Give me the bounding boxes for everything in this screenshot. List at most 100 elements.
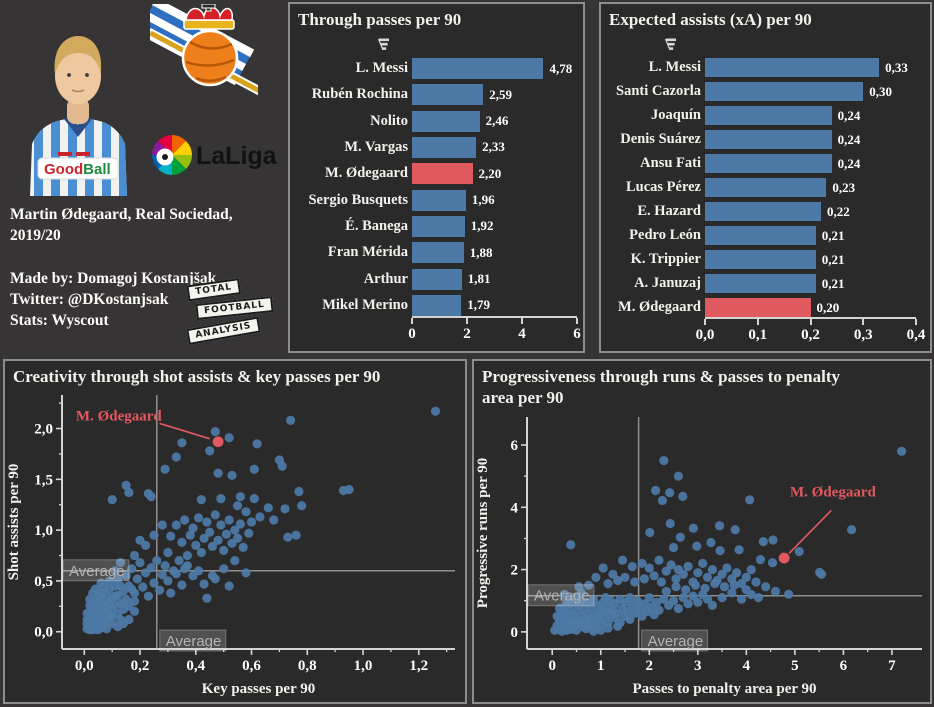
scatter-point[interactable] [249,464,259,474]
scatter-point[interactable] [668,596,679,606]
bar[interactable] [705,298,811,317]
scatter-point[interactable] [129,606,140,616]
scatter-point[interactable] [241,507,251,517]
bar[interactable] [705,58,880,77]
scatter-point[interactable] [171,452,181,462]
scatter-point[interactable] [166,531,176,541]
bar[interactable] [412,136,477,158]
scatter-point[interactable] [717,593,727,603]
scatter-point[interactable] [244,528,254,538]
scatter-point[interactable] [238,542,248,552]
scatter-point[interactable] [734,545,744,555]
scatter-point[interactable] [673,471,683,481]
scatter-point[interactable] [683,561,693,572]
scatter-point[interactable] [817,569,827,579]
scatter-point[interactable] [668,542,679,553]
scatter-point[interactable] [644,593,654,603]
scatter-point[interactable] [753,593,764,603]
scatter-point[interactable] [692,541,702,551]
scatter-point[interactable] [297,501,307,511]
scatter-point[interactable] [767,558,778,568]
scatter-point[interactable] [678,569,688,579]
scatter-point[interactable] [233,501,243,511]
scatter-point[interactable] [104,576,114,586]
bar[interactable] [412,58,544,79]
scatter-point[interactable] [651,485,661,496]
scatter-point[interactable] [113,574,123,584]
scatter-point[interactable] [758,537,768,547]
scatter-point[interactable] [693,597,703,607]
bar[interactable] [412,110,480,132]
scatter-point[interactable] [213,535,223,545]
scatter-point[interactable] [283,532,293,542]
scatter-point[interactable] [745,495,755,505]
scatter-point[interactable] [588,626,599,636]
scatter-point[interactable] [700,583,710,593]
scatter-point[interactable] [608,569,618,579]
scatter-point[interactable] [182,561,192,571]
scatter-point[interactable] [286,415,296,425]
scatter-point[interactable] [171,569,181,579]
scatter-point[interactable] [671,574,681,584]
highlighted-scatter-point[interactable] [212,436,224,448]
scatter-point[interactable] [729,580,739,590]
scatter-point[interactable] [751,577,761,587]
scatter-point[interactable] [581,624,591,634]
bar[interactable] [705,154,832,173]
scatter-point[interactable] [897,446,907,456]
scatter-point[interactable] [654,605,664,615]
scatter-point[interactable] [681,585,691,595]
scatter-point[interactable] [280,504,290,514]
scatter-point[interactable] [107,495,117,505]
scatter-point[interactable] [678,593,688,603]
scatter-point[interactable] [207,541,218,551]
scatter-point[interactable] [221,529,231,539]
scatter-point[interactable] [219,564,229,574]
scatter-point[interactable] [625,593,635,603]
scatter-point[interactable] [90,602,100,612]
scatter-point[interactable] [430,406,441,416]
scatter-point[interactable] [569,593,579,603]
scatter-point[interactable] [127,564,137,574]
scatter-point[interactable] [598,563,608,573]
scatter-point[interactable] [675,532,685,542]
scatter-point[interactable] [149,530,159,540]
scatter-point[interactable] [645,527,655,538]
scatter-point[interactable] [230,525,240,535]
scatter-point[interactable] [252,439,262,449]
scatter-point[interactable] [722,563,732,573]
scatter-point[interactable] [715,521,725,531]
scatter-point[interactable] [794,546,804,557]
scatter-point[interactable] [233,533,243,543]
highlighted-scatter-point[interactable] [778,552,790,564]
bar[interactable] [705,250,816,269]
scatter-point[interactable] [216,494,226,504]
bar[interactable] [705,130,832,149]
scatter-point[interactable] [149,578,159,588]
scatter-point[interactable] [730,525,740,535]
scatter-point[interactable] [269,515,279,525]
scatter-point[interactable] [702,572,713,582]
scatter-point[interactable] [656,577,666,587]
bar[interactable] [705,106,832,125]
scatter-point[interactable] [613,621,623,631]
scatter-point[interactable] [263,503,273,513]
scatter-point[interactable] [235,519,245,529]
scatter-point[interactable] [690,580,700,590]
scatter-point[interactable] [129,596,140,606]
scatter-point[interactable] [637,558,647,568]
scatter-point[interactable] [661,566,671,576]
scatter-point[interactable] [235,492,245,502]
scatter-point[interactable] [185,530,195,540]
bar[interactable] [412,268,462,290]
scatter-point[interactable] [706,537,716,548]
scatter-point[interactable] [230,556,240,566]
scatter-point[interactable] [710,579,720,589]
scatter-point[interactable] [224,515,234,525]
scatter-point[interactable] [160,561,170,571]
scatter-point[interactable] [632,596,642,606]
scatter-point[interactable] [665,518,675,529]
scatter-point[interactable] [191,540,201,550]
scatter-point[interactable] [673,603,683,614]
bar[interactable] [705,82,864,101]
